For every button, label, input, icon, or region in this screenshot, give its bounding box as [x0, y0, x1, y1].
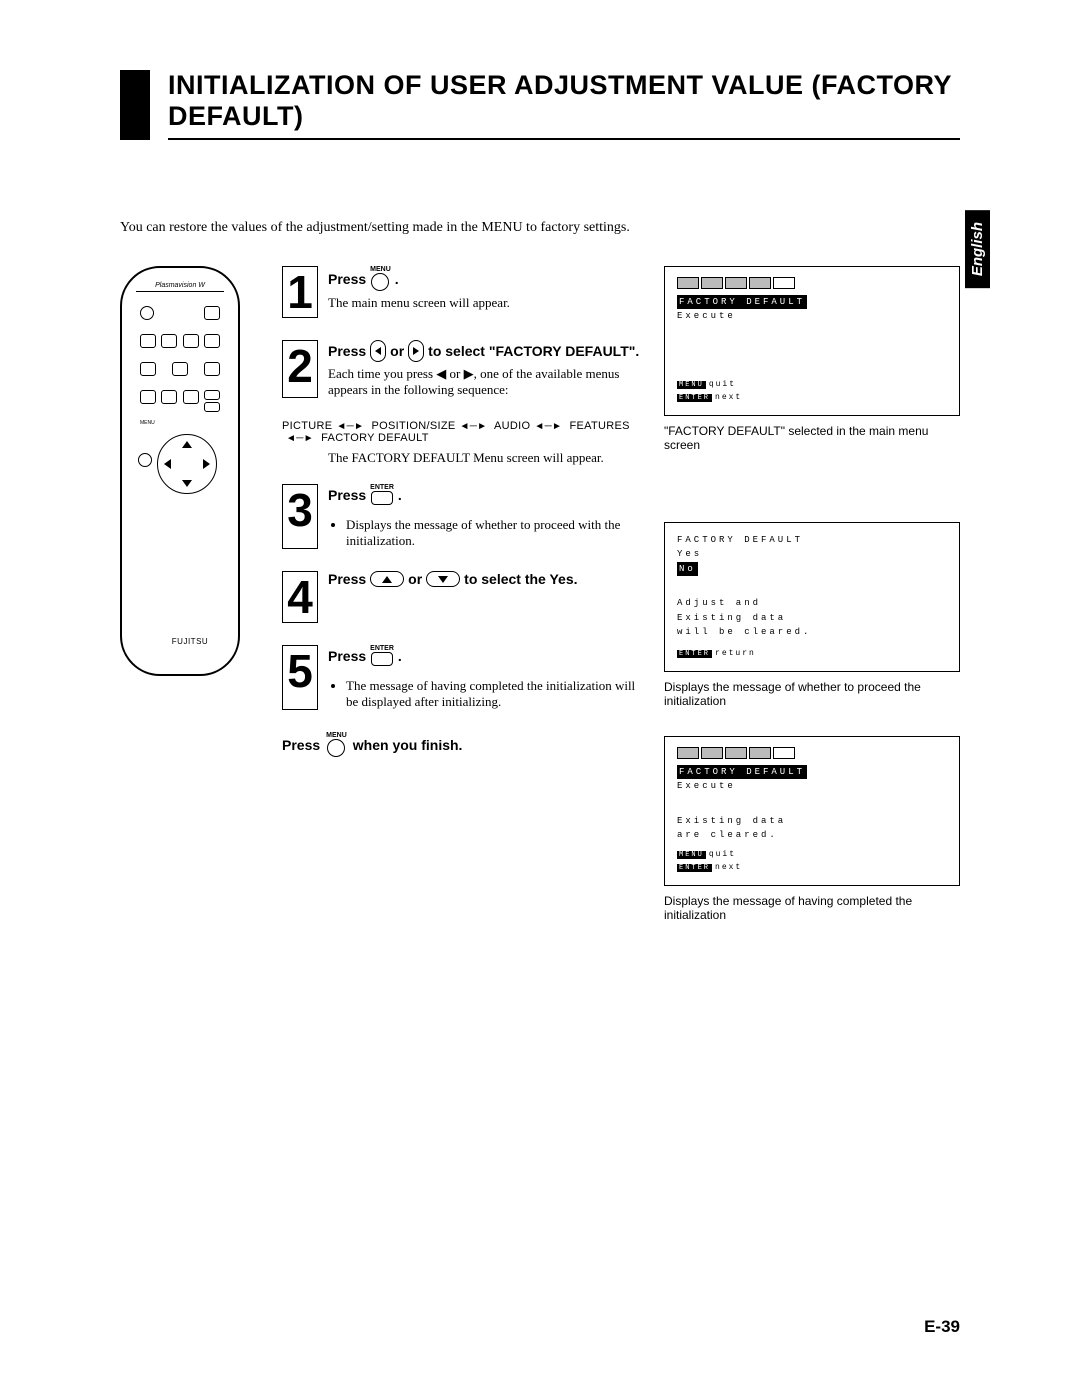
step-action-mid: or [408, 571, 422, 587]
osd-no: No [677, 562, 698, 576]
step-number: 5 [282, 645, 318, 710]
step-4: 4 Press or to select the Yes. [282, 571, 642, 623]
osd-msg: will be cleared. [677, 625, 947, 639]
step-bullet: Displays the message of whether to proce… [346, 517, 642, 549]
step-number: 3 [282, 484, 318, 549]
left-button-icon [370, 340, 386, 362]
finish-prefix: Press [282, 737, 320, 753]
step-action-prefix: Press [328, 343, 366, 359]
up-button-icon [370, 571, 404, 587]
step-5: 5 Press ENTER . The message of having co… [282, 645, 642, 710]
intro-text: You can restore the values of the adjust… [120, 220, 960, 236]
menu-sequence: PICTURE◄─► POSITION/SIZE◄─► AUDIO◄─► FEA… [282, 420, 642, 444]
finish-instruction: Press MENU when you finish. [282, 732, 642, 757]
language-tab: English [965, 210, 990, 288]
step-number: 1 [282, 266, 318, 318]
step-action-suffix: . [398, 648, 402, 664]
osd-yes: Yes [677, 547, 947, 561]
step-action-prefix: Press [328, 271, 366, 287]
page-number: E-39 [924, 1317, 960, 1337]
osd-screen-3: FACTORY DEFAULT Execute Existing data ar… [664, 736, 960, 886]
osd-screen-2: FACTORY DEFAULT Yes No Adjust and Existi… [664, 522, 960, 672]
step-action-suffix: to select the Yes. [464, 571, 577, 587]
remote-brand: Plasmavision W [136, 282, 224, 292]
osd-title: FACTORY DEFAULT [677, 295, 807, 309]
osd-msg: are cleared. [677, 828, 947, 842]
step-bullet: The message of having completed the init… [346, 678, 642, 710]
finish-suffix: when you finish. [353, 737, 463, 753]
enter-button-icon: ENTER [370, 645, 394, 666]
step-desc: Each time you press ◀ or ▶, one of the a… [328, 366, 642, 398]
step-2-desc2: The FACTORY DEFAULT Menu screen will app… [328, 450, 642, 466]
step-action-suffix: . [395, 271, 399, 287]
step-action-suffix: to select "FACTORY DEFAULT". [428, 343, 639, 359]
remote-logo: FUJITSU [132, 637, 248, 646]
osd-title: FACTORY DEFAULT [677, 533, 947, 547]
osd-msg: Existing data [677, 814, 947, 828]
step-3: 3 Press ENTER . Displays the message of … [282, 484, 642, 549]
osd-msg: Existing data [677, 611, 947, 625]
step-action-prefix: Press [328, 648, 366, 664]
osd-line: Execute [677, 309, 947, 323]
step-action-suffix: . [398, 487, 402, 503]
right-button-icon [408, 340, 424, 362]
menu-button-icon: MENU [326, 732, 347, 757]
remote-diagram: Plasmavision W MENU FUJITSU [120, 266, 240, 676]
osd-caption-2: Displays the message of whether to proce… [664, 680, 960, 708]
step-action-prefix: Press [328, 571, 366, 587]
page-heading: INITIALIZATION OF USER ADJUSTMENT VALUE … [120, 70, 960, 140]
osd-title: FACTORY DEFAULT [677, 765, 807, 779]
step-number: 2 [282, 340, 318, 398]
step-number: 4 [282, 571, 318, 623]
step-action-prefix: Press [328, 487, 366, 503]
osd-caption-1: "FACTORY DEFAULT" selected in the main m… [664, 424, 960, 452]
osd-caption-3: Displays the message of having completed… [664, 894, 960, 922]
page-title: INITIALIZATION OF USER ADJUSTMENT VALUE … [168, 70, 960, 132]
osd-msg: Adjust and [677, 596, 947, 610]
step-desc: The main menu screen will appear. [328, 295, 642, 311]
down-button-icon [426, 571, 460, 587]
step-1: 1 Press MENU . The main menu screen will… [282, 266, 642, 318]
step-action-mid: or [390, 343, 404, 359]
enter-button-icon: ENTER [370, 484, 394, 505]
step-2: 2 Press or to select "FACTORY DEFAULT". … [282, 340, 642, 398]
osd-screen-1: FACTORY DEFAULT Execute MENUquit ENTERne… [664, 266, 960, 416]
menu-button-icon: MENU [370, 266, 391, 291]
osd-line: Execute [677, 779, 947, 793]
